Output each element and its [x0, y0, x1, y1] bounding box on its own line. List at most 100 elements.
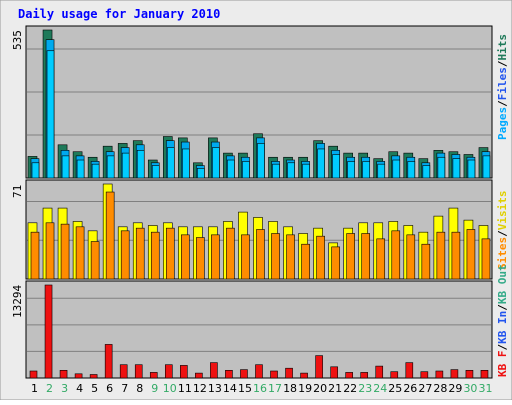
- sites-bar-day-25: [391, 230, 401, 280]
- x-tick-label-day-12: 12: [193, 382, 207, 395]
- sites-bar-day-22: [346, 233, 355, 280]
- kbf-bar-day-18: [285, 367, 293, 379]
- sites-bar-day-14: [226, 227, 235, 280]
- legend-kb-f: KB F: [496, 350, 509, 378]
- kbf-bar-day-22: [345, 372, 353, 379]
- pages-bar-day-28: [437, 156, 446, 179]
- legend-visits: Visits: [496, 190, 509, 231]
- x-tick-label-day-5: 5: [91, 382, 98, 395]
- sites-bar-day-9: [150, 231, 160, 280]
- pages-bar-day-12: [197, 168, 205, 179]
- sites-bar-day-2: [45, 222, 55, 280]
- sites-bar-day-31: [481, 238, 491, 280]
- kbf-bar-day-30: [465, 370, 474, 379]
- legend-kb-in: KB In: [496, 310, 509, 344]
- bars-layer: [27, 29, 491, 379]
- top-max-label: 535: [11, 30, 24, 50]
- pages-bar-day-17: [272, 163, 280, 179]
- x-tick-label-day-15: 15: [238, 382, 252, 395]
- pages-bar-day-21: [332, 154, 340, 179]
- kbf-bar-day-5: [89, 374, 98, 379]
- pages-bar-day-15: [242, 161, 250, 179]
- x-tick-label-day-22: 22: [343, 382, 357, 395]
- x-tick-label-day-8: 8: [136, 382, 143, 395]
- kbf-bar-day-4: [74, 373, 83, 379]
- kbf-bar-day-6: [104, 344, 113, 379]
- kbf-bar-day-12: [195, 372, 203, 379]
- x-tick-label-day-31: 31: [478, 382, 492, 395]
- sites-bar-day-26: [406, 234, 416, 280]
- kbf-bar-day-27: [420, 371, 429, 379]
- sites-bar-day-23: [361, 233, 371, 280]
- pages-bar-day-4: [76, 159, 85, 179]
- x-tick-label-day-23: 23: [358, 382, 372, 395]
- kbf-bar-day-23: [360, 372, 369, 379]
- middle-max-label: 71: [11, 184, 24, 198]
- sites-bar-day-15: [241, 234, 250, 280]
- pages-bar-day-29: [452, 158, 461, 179]
- top-legend: Pages/Files/Hits: [496, 34, 509, 140]
- legend-hits: Hits: [496, 34, 509, 61]
- legend-kb-out: KB Out: [496, 264, 509, 305]
- sites-bar-day-3: [60, 223, 70, 280]
- x-tick-label-day-17: 17: [268, 382, 282, 395]
- pages-bar-day-19: [302, 163, 310, 179]
- kbf-bar-day-2: [44, 284, 53, 379]
- kbf-bar-day-25: [390, 371, 399, 379]
- pages-bar-day-10: [166, 147, 175, 179]
- x-tick-label-day-3: 3: [61, 382, 68, 395]
- kbf-bar-day-8: [134, 364, 143, 379]
- kbf-bar-day-20: [315, 355, 323, 379]
- pages-bar-day-7: [121, 152, 130, 179]
- sites-bar-day-20: [316, 235, 325, 280]
- sites-bar-day-27: [421, 243, 431, 280]
- bottom-legend: KB F/KB In/KB Out: [496, 264, 509, 377]
- pages-bar-day-13: [212, 147, 220, 179]
- panels-layer: [25, 25, 493, 379]
- pages-bar-day-23: [362, 161, 371, 179]
- kbf-bar-day-28: [435, 370, 444, 379]
- x-tick-label-day-10: 10: [163, 382, 177, 395]
- legend-pages: Pages: [496, 106, 509, 140]
- legend-files: Files: [496, 67, 509, 101]
- kbf-bar-day-31: [480, 370, 489, 379]
- sites-bar-day-12: [196, 237, 205, 280]
- pages-bar-day-5: [91, 163, 100, 179]
- sites-bar-day-6: [105, 191, 115, 280]
- pages-bar-day-31: [482, 155, 491, 179]
- legend-sep-3: /: [496, 230, 509, 237]
- sites-bar-day-16: [256, 229, 265, 280]
- pages-bar-day-27: [422, 165, 431, 179]
- bottom-max-label: 13294: [11, 284, 24, 318]
- x-tick-label-day-14: 14: [223, 382, 237, 395]
- pages-bar-day-14: [227, 159, 235, 179]
- x-tick-label-day-2: 2: [46, 382, 53, 395]
- legend-sep-1: /: [496, 100, 509, 107]
- sites-bar-day-24: [376, 238, 386, 280]
- pages-bar-day-8: [136, 150, 145, 179]
- pages-bar-day-24: [377, 163, 386, 179]
- kbf-bar-day-3: [59, 370, 68, 379]
- x-tick-label-day-25: 25: [388, 382, 402, 395]
- kbf-bar-day-21: [330, 366, 338, 379]
- x-tick-label-day-26: 26: [403, 382, 417, 395]
- sites-bar-day-1: [30, 231, 40, 280]
- sites-bar-day-10: [165, 227, 175, 280]
- x-tick-label-day-29: 29: [448, 382, 462, 395]
- x-tick-label-day-21: 21: [328, 382, 342, 395]
- pages-bar-day-18: [287, 162, 295, 179]
- pages-bar-day-3: [61, 155, 70, 179]
- sites-bar-day-29: [451, 231, 461, 280]
- x-tick-label-day-30: 30: [463, 382, 477, 395]
- x-tick-label-day-6: 6: [106, 382, 113, 395]
- kbf-bar-day-11: [180, 365, 188, 379]
- kbf-bar-day-24: [375, 365, 384, 379]
- x-tick-label-day-28: 28: [433, 382, 447, 395]
- sites-bar-day-28: [436, 231, 446, 280]
- sites-bar-day-7: [120, 230, 130, 280]
- pages-bar-day-22: [347, 161, 355, 179]
- x-tick-label-day-19: 19: [298, 382, 312, 395]
- kbf-bar-day-15: [240, 369, 248, 379]
- sites-bar-day-18: [286, 234, 295, 280]
